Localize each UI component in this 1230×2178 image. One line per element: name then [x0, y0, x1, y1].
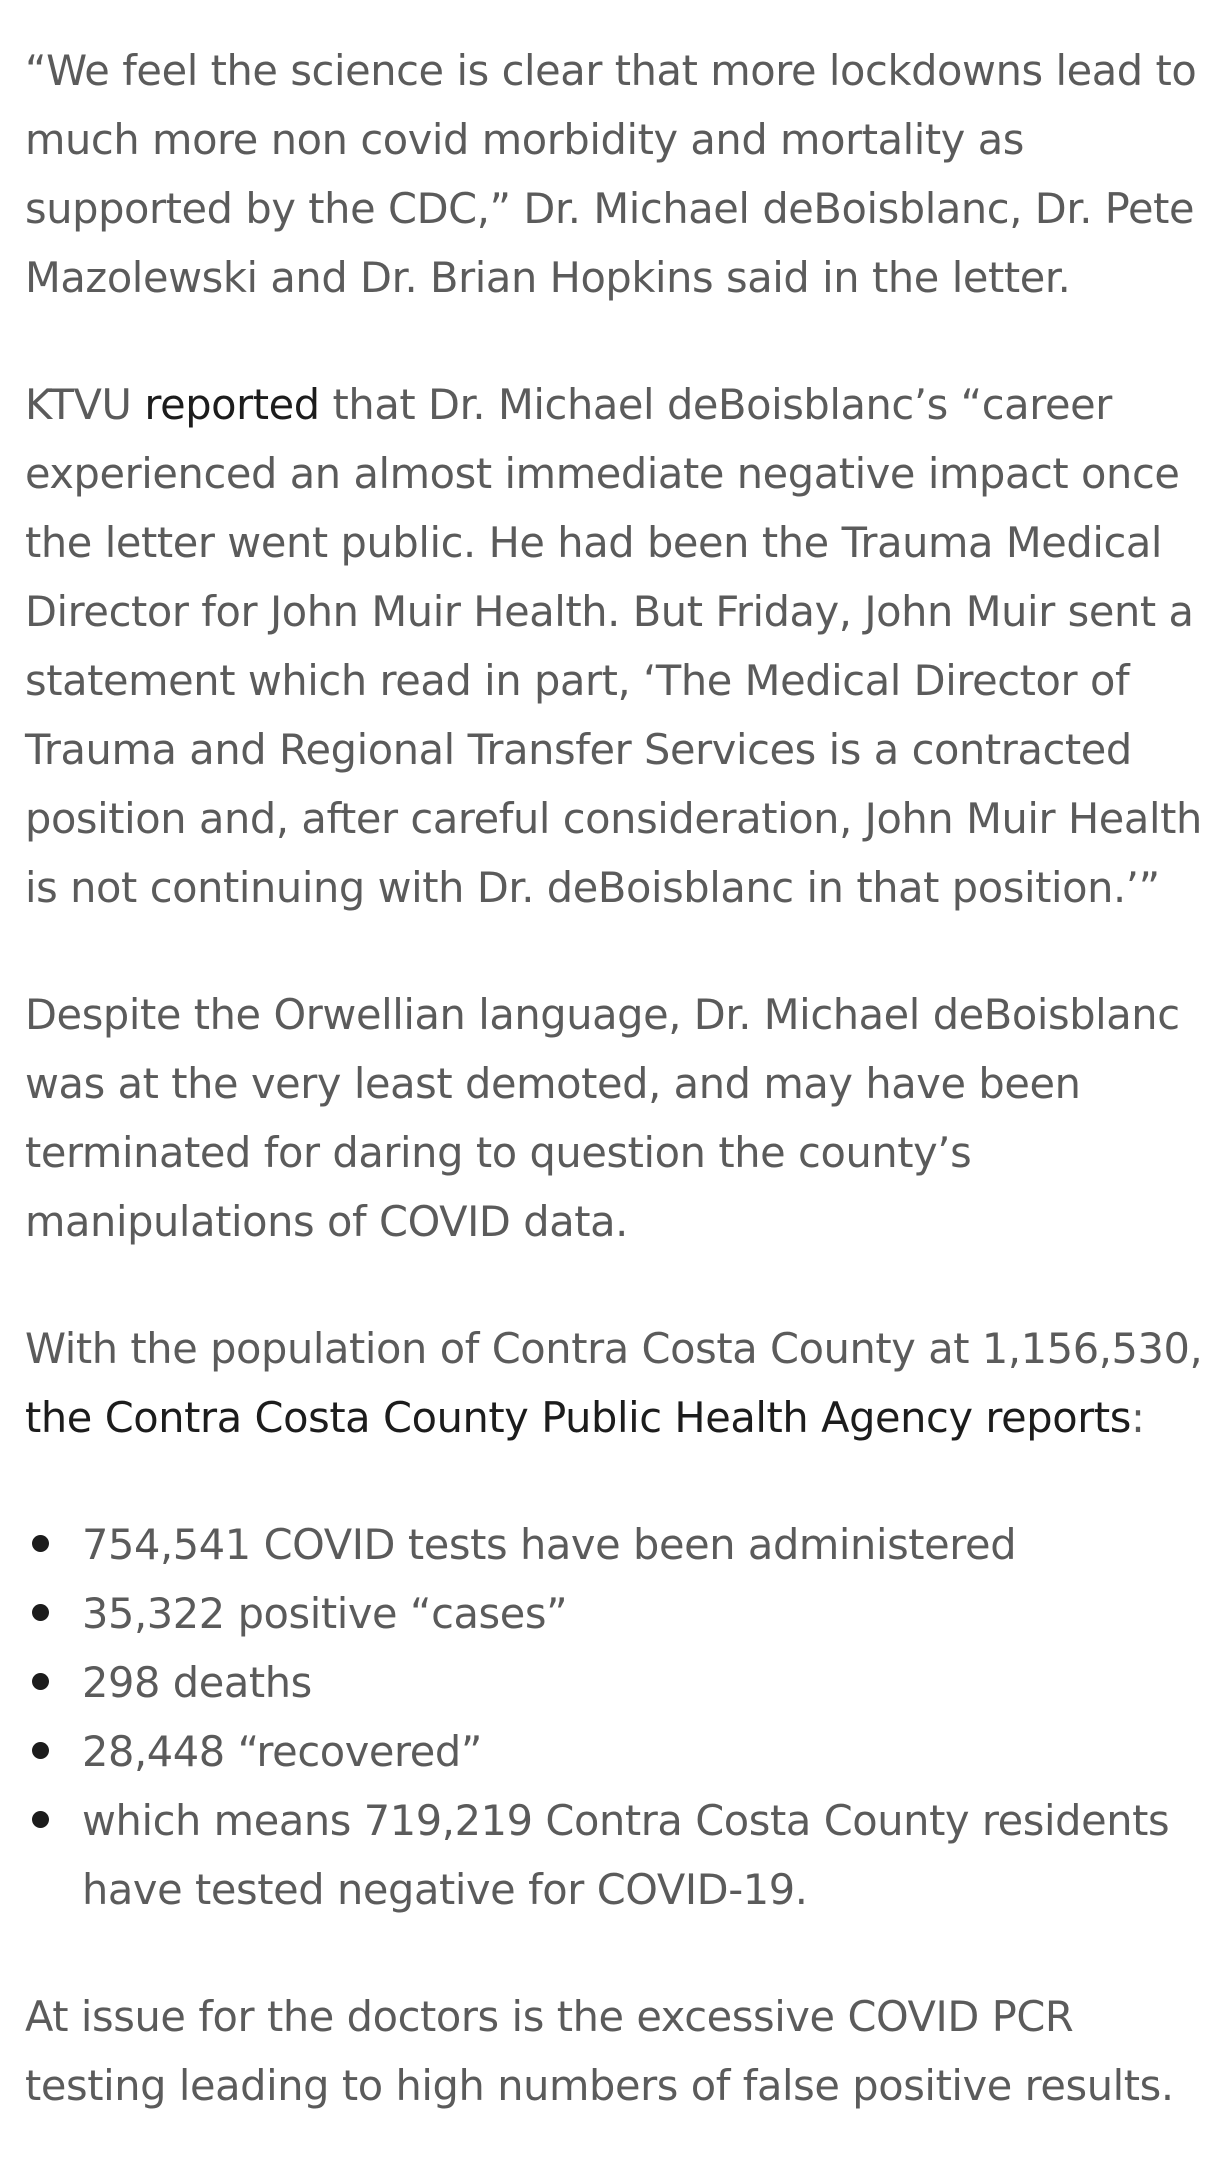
- paragraph-ktvu-lead: KTVU: [25, 380, 145, 429]
- paragraph-population-lead: With the population of Contra Costa Coun…: [25, 1324, 1203, 1373]
- public-health-agency-link[interactable]: the Contra Costa County Public Health Ag…: [25, 1393, 1131, 1442]
- bullet-icon: [32, 1535, 49, 1552]
- paragraph-orwellian: Despite the Orwellian language, Dr. Mich…: [25, 980, 1215, 1256]
- paragraph-ktvu: KTVU reported that Dr. Michael deBoisbla…: [25, 370, 1215, 922]
- list-item-text: 754,541 COVID tests have been administer…: [82, 1520, 1017, 1569]
- statistics-list: 754,541 COVID tests have been administer…: [25, 1510, 1215, 1924]
- list-item: 298 deaths: [25, 1648, 1215, 1717]
- bullet-icon: [32, 1811, 49, 1828]
- paragraph-pcr-testing-text: At issue for the doctors is the excessiv…: [25, 1992, 1174, 2110]
- list-item: 28,448 “recovered”: [25, 1717, 1215, 1786]
- article-body: “We feel the science is clear that more …: [25, 36, 1215, 2178]
- paragraph-pcr-testing: At issue for the doctors is the excessiv…: [25, 1982, 1215, 2120]
- list-item-text: 298 deaths: [82, 1658, 312, 1707]
- paragraph-ktvu-rest: that Dr. Michael deBoisblanc’s “career e…: [25, 380, 1202, 912]
- list-item-text: which means 719,219 Contra Costa County …: [82, 1796, 1170, 1914]
- paragraph-quote-text: “We feel the science is clear that more …: [25, 46, 1197, 302]
- list-item-text: 35,322 positive “cases”: [82, 1589, 568, 1638]
- reported-link[interactable]: reported: [144, 380, 320, 429]
- paragraph-population: With the population of Contra Costa Coun…: [25, 1314, 1215, 1452]
- bullet-icon: [32, 1673, 49, 1690]
- bullet-icon: [32, 1742, 49, 1759]
- list-item: which means 719,219 Contra Costa County …: [25, 1786, 1215, 1924]
- list-item: 35,322 positive “cases”: [25, 1579, 1215, 1648]
- bullet-icon: [32, 1604, 49, 1621]
- list-item: 754,541 COVID tests have been administer…: [25, 1510, 1215, 1579]
- paragraph-orwellian-text: Despite the Orwellian language, Dr. Mich…: [25, 990, 1180, 1246]
- list-item-text: 28,448 “recovered”: [82, 1727, 482, 1776]
- paragraph-quote: “We feel the science is clear that more …: [25, 36, 1215, 312]
- paragraph-population-colon: :: [1130, 1393, 1145, 1442]
